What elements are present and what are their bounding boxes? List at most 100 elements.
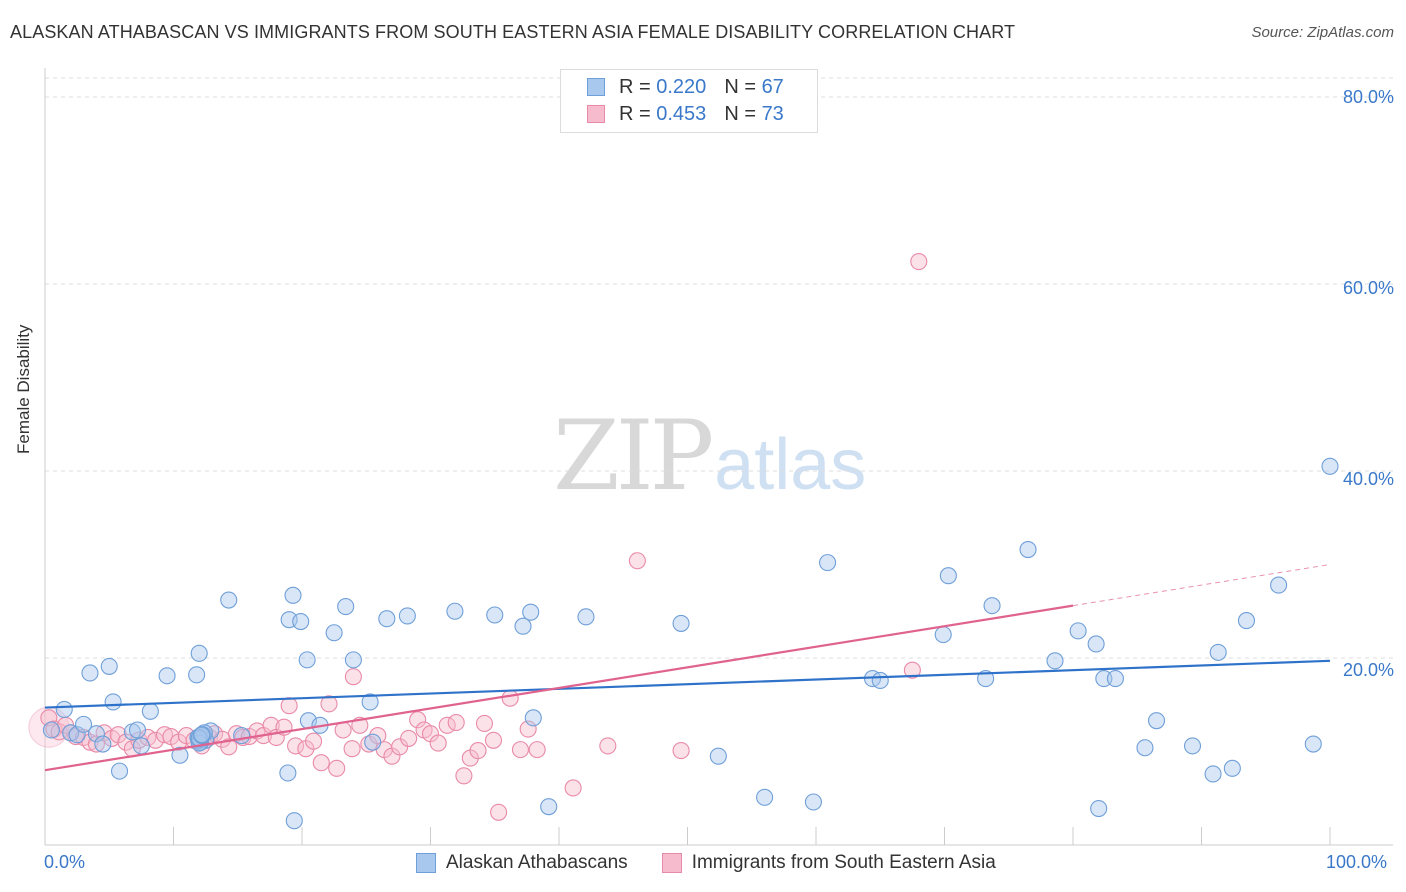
point-alaskan-33 <box>220 591 238 609</box>
point-alaskan-74 <box>1106 670 1124 688</box>
point-alaskan-70 <box>1087 635 1105 653</box>
point-alaskan-77 <box>1183 737 1202 755</box>
point-immigrants-61 <box>484 731 503 749</box>
point-alaskan-57 <box>672 614 690 632</box>
point-immigrants-26 <box>220 738 238 756</box>
y-axis-title: Female Disability <box>14 324 33 454</box>
legend-r-label: R = <box>619 75 651 98</box>
point-alaskan-12 <box>128 721 147 739</box>
point-alaskan-58 <box>709 747 727 765</box>
point-immigrants-59 <box>469 742 487 760</box>
y-tick-label-40: 40.0% <box>1342 469 1394 489</box>
legend-r-value: 0.453 <box>656 102 707 125</box>
point-alaskan-3 <box>68 726 86 744</box>
point-immigrants-17 <box>155 726 174 744</box>
point-alaskan-6 <box>87 725 105 743</box>
point-alaskan-5 <box>81 664 99 682</box>
legend-r-label: R = <box>619 102 651 125</box>
point-alaskan-55 <box>540 798 558 816</box>
point-alaskan-37 <box>292 612 310 631</box>
legend-label-alaskan: Alaskan Athabascans <box>446 852 628 873</box>
point-alaskan-52 <box>522 603 540 621</box>
point-alaskan-13 <box>132 737 150 755</box>
legend-r-value: 0.220 <box>656 75 707 98</box>
point-alaskan-17 <box>190 644 208 662</box>
point-alaskan-80 <box>1223 759 1241 777</box>
point-immigrants-51 <box>409 711 427 729</box>
point-alaskan-63 <box>871 671 889 689</box>
x-min-label: 0.0% <box>44 852 86 872</box>
point-alaskan-10 <box>110 762 129 780</box>
trendline-immigrants-extrapolated <box>1072 564 1331 607</box>
point-immigrants-70 <box>672 742 690 760</box>
point-alaskan-51 <box>486 606 504 624</box>
point-immigrants-66 <box>528 741 546 759</box>
point-immigrants-38 <box>305 732 323 750</box>
point-immigrants-62 <box>490 803 508 821</box>
point-alaskan-83 <box>1304 735 1322 753</box>
point-alaskan-49 <box>398 607 416 625</box>
point-alaskan-67 <box>983 597 1001 615</box>
point-alaskan-79 <box>1209 643 1227 661</box>
legend-swatch-pink <box>661 853 682 873</box>
point-alaskan-45 <box>344 651 362 669</box>
point-alaskan-8 <box>100 657 118 675</box>
y-tick-label-20: 20.0% <box>1342 660 1394 680</box>
chart-title: ALASKAN ATHABASCAN VS IMMIGRANTS FROM SO… <box>10 22 1016 42</box>
trendline-immigrants <box>44 604 1074 772</box>
point-immigrants-41 <box>328 759 346 777</box>
point-immigrants-39 <box>312 754 330 772</box>
point-immigrants-63 <box>501 689 519 707</box>
point-alaskan-47 <box>361 693 379 711</box>
point-alaskan-34 <box>233 727 251 745</box>
point-immigrants-43 <box>343 740 361 758</box>
point-immigrants-64 <box>511 741 530 759</box>
point-immigrants-73 <box>344 668 362 686</box>
point-immigrants-56 <box>447 713 465 732</box>
watermark: ZIPatlas <box>553 400 866 512</box>
point-immigrants-72 <box>910 253 928 271</box>
legend-swatch-blue <box>416 853 436 873</box>
point-alaskan-54 <box>524 709 542 727</box>
point-alaskan-48 <box>378 610 396 628</box>
watermark-zip: ZIP <box>553 400 714 512</box>
y-tick-label-80: 80.0% <box>1342 87 1394 107</box>
y-tick-label-60: 60.0% <box>1342 278 1394 298</box>
point-alaskan-84 <box>1321 457 1339 475</box>
legend-row-alaskan: R = 0.220 N = 67 <box>587 75 784 99</box>
point-alaskan-14 <box>141 702 159 720</box>
legend-row-immigrants: R = 0.453 N = 73 <box>587 102 784 126</box>
source-credit: Source: ZipAtlas.com <box>1251 24 1394 41</box>
point-alaskan-76 <box>1147 712 1166 730</box>
legend-n-value: 73 <box>761 102 784 125</box>
legend-swatch-blue <box>587 78 605 96</box>
point-alaskan-32 <box>193 726 211 744</box>
point-alaskan-46 <box>364 733 382 751</box>
point-alaskan-18 <box>188 666 206 684</box>
point-alaskan-4 <box>75 715 93 733</box>
point-alaskan-59 <box>756 788 774 806</box>
point-alaskan-38 <box>279 764 297 782</box>
legend-n-label: N = <box>724 75 756 98</box>
point-alaskan-71 <box>1090 799 1108 818</box>
point-immigrants-7 <box>81 733 99 751</box>
point-alaskan-65 <box>939 567 957 585</box>
point-immigrants-40 <box>320 695 338 713</box>
correlation-legend: R = 0.220 N = 67 R = 0.453 N = 73 <box>560 69 818 133</box>
point-alaskan-72 <box>1069 622 1087 640</box>
point-alaskan-40 <box>285 812 303 830</box>
point-immigrants-65 <box>519 720 537 738</box>
point-alaskan-36 <box>284 586 302 604</box>
legend-swatch-pink <box>587 105 605 123</box>
point-alaskan-56 <box>577 608 595 626</box>
point-alaskan-68 <box>1019 540 1037 559</box>
legend-item-alaskan: Alaskan Athabascans <box>416 852 628 874</box>
point-alaskan-82 <box>1270 576 1288 594</box>
point-immigrants-60 <box>475 714 494 733</box>
point-immigrants-67 <box>564 779 582 797</box>
point-alaskan-73 <box>1095 670 1113 688</box>
point-immigrants-54 <box>429 734 447 752</box>
point-alaskan-15 <box>158 667 176 685</box>
point-immigrants-57 <box>455 767 473 785</box>
